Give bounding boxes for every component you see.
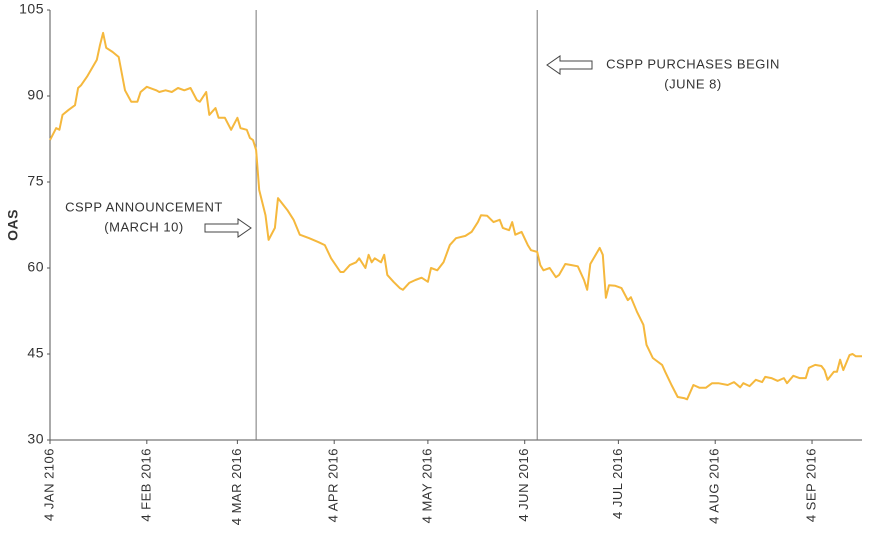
x-tick-label: 4 FEB 2016 (138, 448, 153, 522)
y-tick-label: 90 (27, 87, 44, 103)
x-tick-label: 4 JUN 2016 (516, 448, 531, 522)
x-tick-label: 4 JAN 2106 (41, 448, 56, 521)
annotation: (MARCH 10) (104, 219, 183, 234)
y-tick-label: 30 (27, 431, 44, 447)
y-tick-label: 45 (27, 345, 44, 361)
x-tick-label: 4 MAR 2016 (229, 448, 244, 525)
x-tick-label: 4 JUL 2016 (610, 448, 625, 519)
arrow (204, 218, 252, 238)
arrow (546, 55, 593, 75)
annotation: (JUNE 8) (664, 76, 721, 91)
x-tick-label: 4 APR 2016 (326, 448, 341, 522)
annotation: CSPP ANNOUNCEMENT (65, 199, 223, 214)
x-tick-label: 4 SEP 2016 (803, 448, 818, 522)
x-tick-label: 4 MAY 2016 (419, 448, 434, 523)
line (49, 31, 862, 401)
y-axis-label: OAS (5, 209, 21, 241)
y-tick-label: 75 (27, 173, 44, 189)
y-tick-label: 60 (27, 259, 44, 275)
x-tick-label: 4 AUG 2016 (707, 448, 722, 524)
annotation: CSPP PURCHASES BEGIN (606, 56, 780, 71)
y-tick-label: 105 (19, 1, 44, 17)
